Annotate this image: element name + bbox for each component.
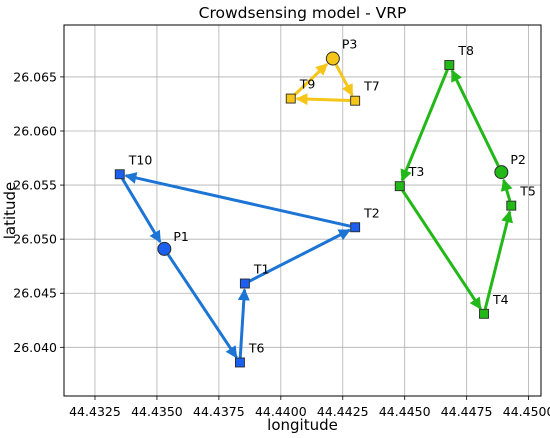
node-label-t5: T5 <box>519 184 536 199</box>
task-marker-t3 <box>394 181 405 192</box>
y-axis-ticks: 26.040 26.045 26.050 26.055 26.060 26.065 <box>13 69 64 355</box>
x-tick-label: 44.4325 <box>69 404 121 419</box>
chart-title: Crowdsensing model - VRP <box>199 4 407 22</box>
x-tick-label: 44.4500 <box>503 404 550 419</box>
node-label-t3: T3 <box>408 164 425 179</box>
y-tick-label: 26.045 <box>13 286 57 301</box>
route-edge-t5-p2 <box>500 178 513 202</box>
plot-frame <box>63 24 542 397</box>
y-tick-label: 26.065 <box>13 69 57 84</box>
x-axis-label: longitude <box>267 416 338 434</box>
task-marker-t9 <box>285 93 296 104</box>
task-marker-t5 <box>506 200 517 211</box>
task-marker-t10 <box>114 169 125 180</box>
route-edge-t2-t10 <box>124 172 351 228</box>
task-marker-t7 <box>350 95 361 106</box>
x-tick-label: 44.4425 <box>317 404 369 419</box>
y-tick-label: 26.060 <box>13 124 57 139</box>
node-label-t9: T9 <box>299 77 316 92</box>
node-label-t10: T10 <box>128 152 153 167</box>
node-label-p3: P3 <box>342 37 358 52</box>
node-label-t7: T7 <box>363 79 380 94</box>
depot-marker-p3 <box>325 51 340 66</box>
route-edge-t9-p3 <box>293 62 329 97</box>
route-edge-t8-t3 <box>400 69 449 182</box>
node-label-t4: T4 <box>492 292 509 307</box>
route-edge-t4-t5 <box>483 210 513 310</box>
y-tick-label: 26.040 <box>13 340 57 355</box>
route-edge-t7-t9 <box>295 93 351 106</box>
node-label-t1: T1 <box>253 262 270 277</box>
x-tick-label: 44.4450 <box>379 404 431 419</box>
depot-marker-p2 <box>494 165 509 180</box>
depot-marker-p1 <box>157 241 172 256</box>
node-label-t8: T8 <box>457 43 474 58</box>
node-label-p1: P1 <box>173 229 189 244</box>
task-marker-t4 <box>479 308 489 319</box>
route-edge-p3-t7 <box>334 64 354 97</box>
x-axis-ticks: 44.4325 44.4350 44.4375 44.4400 44.4425 44.44… <box>69 396 550 419</box>
y-tick-label: 26.050 <box>13 232 57 247</box>
node-label-p2: P2 <box>510 152 526 167</box>
node-label-t2: T2 <box>363 205 380 220</box>
task-marker-t2 <box>350 222 361 233</box>
task-marker-t1 <box>239 278 250 289</box>
node-labels: P1 T1 T2 T6 T10 P3 T7 T9 P2 T3 T4 T5 T8 <box>128 37 536 356</box>
node-label-t6: T6 <box>248 340 265 355</box>
route-edge-t1-t2 <box>248 228 351 283</box>
route-nodes <box>114 51 517 368</box>
task-marker-t8 <box>444 60 455 70</box>
route-edge-t10-p1 <box>121 177 162 244</box>
route-edge-p1-t6 <box>166 253 238 359</box>
y-tick-label: 26.055 <box>13 178 57 193</box>
x-tick-label: 44.4400 <box>255 404 307 419</box>
x-tick-label: 44.4350 <box>131 404 183 419</box>
x-tick-label: 44.4375 <box>193 404 245 419</box>
y-axis-label: latitude <box>1 182 19 240</box>
task-marker-t6 <box>234 357 245 368</box>
route-edge-t6-t1 <box>237 288 250 358</box>
route-edge-t3-t4 <box>401 189 482 310</box>
route-edges <box>121 62 513 359</box>
x-tick-label: 44.4475 <box>441 404 493 419</box>
route-edge-p2-t8 <box>450 69 500 167</box>
